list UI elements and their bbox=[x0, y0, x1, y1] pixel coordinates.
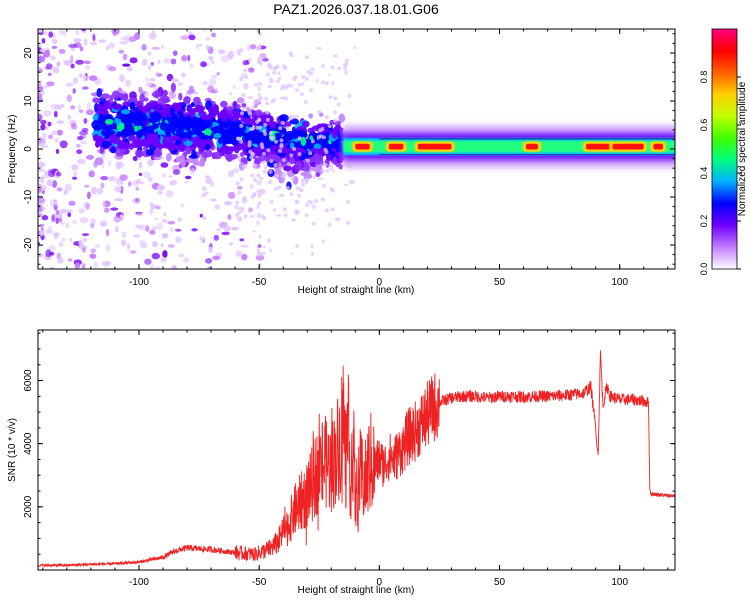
colorbar-tick-label: 0.0 bbox=[699, 263, 709, 276]
heatmap-xtick-label: 0 bbox=[377, 277, 383, 288]
heatmap-frame bbox=[37, 28, 676, 270]
colorbar-frame bbox=[711, 28, 738, 270]
snr-series-line bbox=[38, 350, 675, 569]
snr-ylabel: SNR (10 * v/v) bbox=[7, 418, 18, 482]
colorbar-tick-label: 0.4 bbox=[699, 167, 709, 180]
heatmap-ylabel: Frequency (Hz) bbox=[7, 115, 18, 184]
snr-panel: -100 -50 0 50 100 2000 4000 6000 Height of stra… bbox=[7, 329, 676, 596]
heatmap-ytick-label: 0 bbox=[23, 146, 34, 152]
snr-ytick-label: 2000 bbox=[23, 495, 34, 518]
heatmap-noise bbox=[38, 29, 356, 269]
heatmap-ytick-label: 20 bbox=[23, 47, 34, 59]
snr-frame bbox=[37, 329, 676, 571]
snr-xtick-label: 50 bbox=[494, 577, 506, 588]
snr-xtick-label: -100 bbox=[129, 577, 149, 588]
snr-xlabel: Height of straight line (km) bbox=[298, 585, 415, 596]
colorbar-label: Normalized spectral amplitude bbox=[737, 81, 748, 216]
snr-ytick-label: 6000 bbox=[23, 369, 34, 392]
heatmap-ytick-label: -20 bbox=[23, 237, 34, 252]
colorbar-gradient bbox=[712, 29, 737, 269]
heatmap-xtick-label: -100 bbox=[129, 277, 149, 288]
figure-title: PAZ1.2026.037.18.01.G06 bbox=[273, 1, 439, 17]
colorbar: 0.0 0.2 0.4 0.6 0.8 Normalized spectral ampl… bbox=[699, 28, 748, 276]
snr-xtick-label: -50 bbox=[252, 577, 267, 588]
heatmap-xtick-label: 100 bbox=[611, 277, 628, 288]
colorbar-tick-label: 0.2 bbox=[699, 215, 709, 228]
heatmap-xtick-label: 50 bbox=[494, 277, 506, 288]
heatmap-xlabel: Height of straight line (km) bbox=[298, 285, 415, 296]
snr-xtick-label: 0 bbox=[377, 577, 383, 588]
heatmap-xtick-label: -50 bbox=[252, 277, 267, 288]
heatmap-ytick-label: -10 bbox=[23, 189, 34, 204]
colorbar-tick-label: 0.8 bbox=[699, 71, 709, 84]
snr-xtick-label: 100 bbox=[611, 577, 628, 588]
heatmap-ytick-label: 10 bbox=[23, 95, 34, 107]
heatmap-band bbox=[343, 125, 675, 169]
colorbar-tick-label: 0.6 bbox=[699, 119, 709, 132]
heatmap-ridge bbox=[91, 46, 352, 227]
snr-ytick-label: 4000 bbox=[23, 432, 34, 455]
